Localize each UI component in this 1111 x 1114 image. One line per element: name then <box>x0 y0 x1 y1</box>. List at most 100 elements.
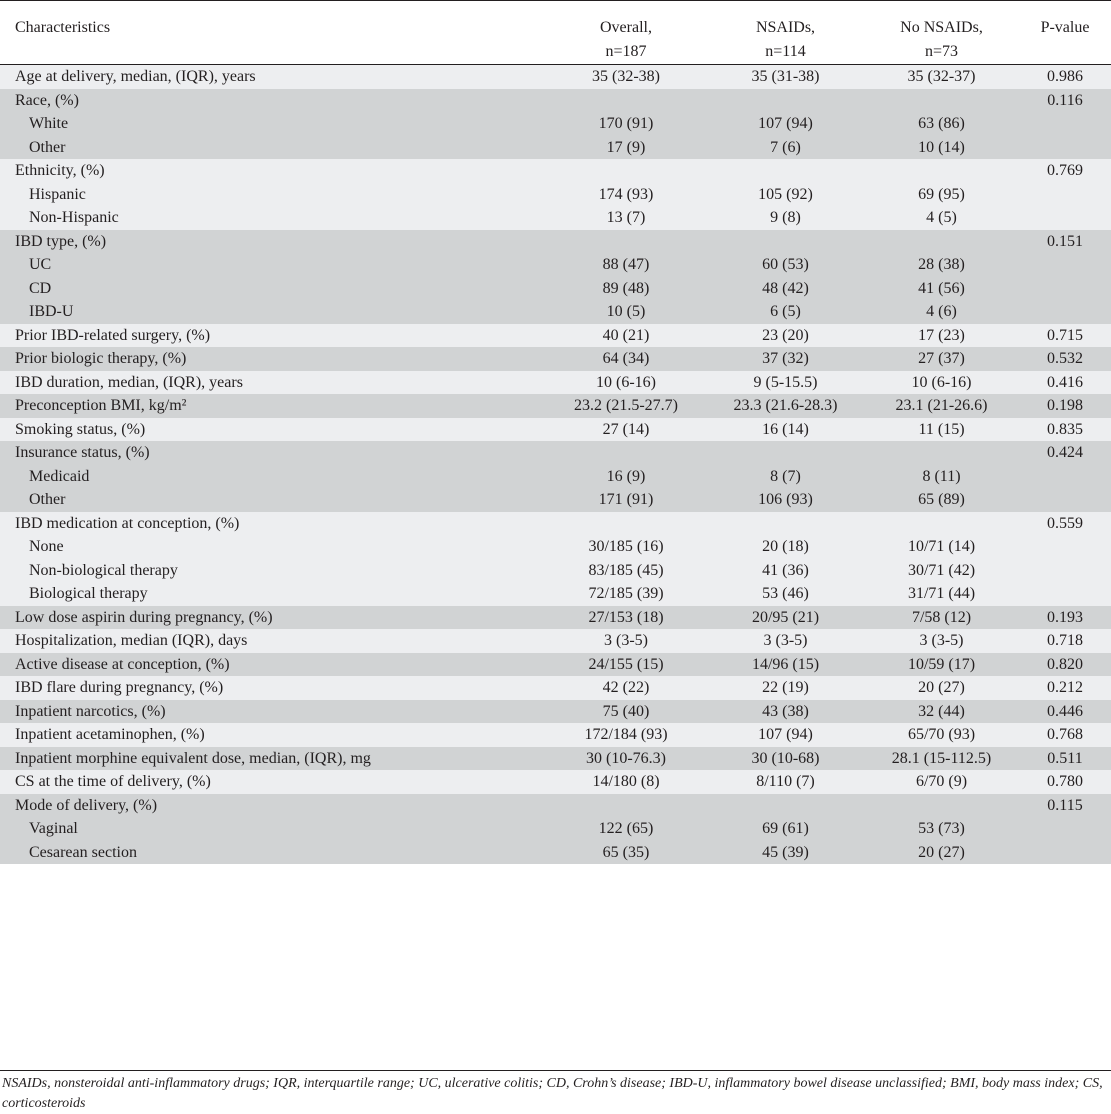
cell-p-value-text: 0.115 <box>1047 796 1083 814</box>
cell-nsaids: 43 (38) <box>707 699 864 723</box>
cell-overall-text: 10 (6-16) <box>596 373 656 391</box>
cell-p-value-text: 0.986 <box>1047 68 1083 85</box>
cell-nsaids: 22 (19) <box>707 676 864 700</box>
row-label-text: Insurance status, (%) <box>15 444 150 461</box>
cell-overall: 10 (6-16) <box>545 370 707 394</box>
cell-no-nsaids-text: 11 (15) <box>918 420 965 438</box>
row-label-text: Prior biologic therapy, (%) <box>15 350 187 367</box>
cell-overall-sub: 89 (48) <box>602 279 650 297</box>
cell-no-nsaids: 23.1 (21-26.6) <box>864 394 1019 418</box>
cell-no-nsaids-sub: 30/71 (42) <box>907 561 976 579</box>
cell-p-value: 0.820 <box>1019 652 1111 676</box>
cell-nsaids-sub: 41 (36) <box>762 561 809 579</box>
sub-row-label: Cesarean section <box>29 843 137 861</box>
cell-p-value-text: 0.718 <box>1047 632 1083 649</box>
row-label: Inpatient morphine equivalent dose, medi… <box>0 746 545 770</box>
cell-nsaids-text: 107 (94) <box>758 726 813 743</box>
table-row: Prior IBD-related surgery, (%) 40 (21) 23 … <box>0 323 1111 347</box>
row-label-text: Inpatient acetaminophen, (%) <box>15 726 205 743</box>
cell-p-value-text: 0.198 <box>1047 397 1083 414</box>
cell-nsaids: 9 (5-15.5) <box>707 370 864 394</box>
cell-p-value-text: 0.116 <box>1047 91 1083 109</box>
cell-p-value: 0.416 <box>1019 370 1111 394</box>
row-label: Smoking status, (%) <box>0 417 545 441</box>
cell-overall-sub: 16 (9) <box>606 467 646 485</box>
cell-p-value-text: 0.193 <box>1047 608 1083 626</box>
cell-no-nsaids-sub: 4 (6) <box>926 303 957 320</box>
cell-overall: 172/184 (93) <box>545 723 707 747</box>
cell-overall-sub: 17 (9) <box>606 138 646 156</box>
cell-nsaids-text: 37 (32) <box>762 350 809 367</box>
cell-no-nsaids: 10 (6-16) <box>864 370 1019 394</box>
cell-p-value: 0.559 <box>1019 511 1111 606</box>
row-label-text: Inpatient morphine equivalent dose, medi… <box>15 749 371 767</box>
cell-nsaids-text: 22 (19) <box>762 679 809 696</box>
table-row: Inpatient acetaminophen, (%) 172/184 (93)… <box>0 723 1111 747</box>
cell-overall: 23.2 (21.5-27.7) <box>545 394 707 418</box>
cell-nsaids-text: 9 (5-15.5) <box>753 373 818 391</box>
header-p-value: P-value <box>1019 0 1111 65</box>
row-label-text: Prior IBD-related surgery, (%) <box>15 326 211 344</box>
cell-overall-sub: 88 (47) <box>602 256 650 273</box>
row-label-text: Age at delivery, median, (IQR), years <box>15 68 256 85</box>
sub-row-label: CD <box>29 279 52 297</box>
cell-overall: 3 (3-5) <box>545 629 707 653</box>
table-row: Insurance status, (%) Medicaid Other 16 (9)… <box>0 441 1111 512</box>
row-label: Age at delivery, median, (IQR), years <box>0 64 545 89</box>
cell-p-value-text: 0.715 <box>1047 326 1083 344</box>
row-label-text: Race, (%) <box>15 91 79 109</box>
cell-no-nsaids: 7/58 (12) <box>864 605 1019 629</box>
cell-p-value: 0.115 <box>1019 793 1111 864</box>
cell-overall: 27/153 (18) <box>545 605 707 629</box>
row-label-text: Inpatient narcotics, (%) <box>15 702 166 720</box>
cell-nsaids: 107 (94) 7 (6) <box>707 88 864 159</box>
cell-p-value-text: 0.212 <box>1047 679 1083 696</box>
cell-overall-sub: 30/185 (16) <box>588 538 664 555</box>
cell-overall-sub: 83/185 (45) <box>588 561 664 579</box>
header-no-nsaids: No NSAIDs, n=73 <box>864 0 1019 65</box>
cell-no-nsaids-sub: 10/71 (14) <box>907 538 976 555</box>
row-label: IBD medication at conception, (%) None Non… <box>0 511 545 606</box>
cell-overall: 30/185 (16) 83/185 (45) 72/185 (39) <box>545 511 707 606</box>
cell-no-nsaids-sub: 31/71 (44) <box>907 585 976 602</box>
cell-nsaids: 20 (18) 41 (36) 53 (46) <box>707 511 864 606</box>
cell-p-value-text: 0.446 <box>1047 702 1083 720</box>
sub-row-label: Non-Hispanic <box>29 209 119 226</box>
cell-overall: 30 (10-76.3) <box>545 746 707 770</box>
cell-p-value-text: 0.768 <box>1047 726 1083 743</box>
cell-overall: 75 (40) <box>545 699 707 723</box>
cell-no-nsaids-text: 17 (23) <box>918 326 965 344</box>
cell-p-value-text: 0.511 <box>1047 749 1083 767</box>
cell-overall-text: 14/180 (8) <box>592 773 660 790</box>
row-label-text: CS at the time of delivery, (%) <box>15 773 211 790</box>
cell-nsaids-sub: 8 (7) <box>770 467 801 485</box>
cell-no-nsaids-text: 65/70 (93) <box>907 726 976 743</box>
sub-row-label: Biological therapy <box>29 585 148 602</box>
row-label: Inpatient acetaminophen, (%) <box>0 723 545 747</box>
cell-nsaids-text: 23 (20) <box>762 326 809 344</box>
cell-p-value: 0.769 <box>1019 159 1111 230</box>
row-label-text: Hospitalization, median (IQR), days <box>15 632 248 649</box>
cell-nsaids: 105 (92) 9 (8) <box>707 159 864 230</box>
row-label: Hospitalization, median (IQR), days <box>0 629 545 653</box>
cell-nsaids-text: 30 (10-68) <box>751 749 820 767</box>
row-label: Prior IBD-related surgery, (%) <box>0 323 545 347</box>
cell-nsaids: 3 (3-5) <box>707 629 864 653</box>
sub-row-label: Other <box>29 138 66 156</box>
cell-no-nsaids-sub: 63 (86) <box>918 115 965 132</box>
row-label: Active disease at conception, (%) <box>0 652 545 676</box>
cell-no-nsaids: 17 (23) <box>864 323 1019 347</box>
table-row: Inpatient narcotics, (%) 75 (40) 43 (38) 32… <box>0 699 1111 723</box>
table-body: Age at delivery, median, (IQR), years 35 … <box>0 64 1111 864</box>
cell-nsaids: 107 (94) <box>707 723 864 747</box>
cell-nsaids: 14/96 (15) <box>707 652 864 676</box>
cell-nsaids-text: 43 (38) <box>762 702 809 720</box>
table-header-row: Characteristics Overall, n=187 NSAIDs, n… <box>0 0 1111 65</box>
cell-nsaids-text: 16 (14) <box>762 420 809 438</box>
cell-nsaids: 16 (14) <box>707 417 864 441</box>
table-row: Prior biologic therapy, (%) 64 (34) 37 (32… <box>0 347 1111 371</box>
cell-no-nsaids: 27 (37) <box>864 347 1019 371</box>
cell-no-nsaids: 69 (95) 4 (5) <box>864 159 1019 230</box>
row-label: Preconception BMI, kg/m² <box>0 394 545 418</box>
